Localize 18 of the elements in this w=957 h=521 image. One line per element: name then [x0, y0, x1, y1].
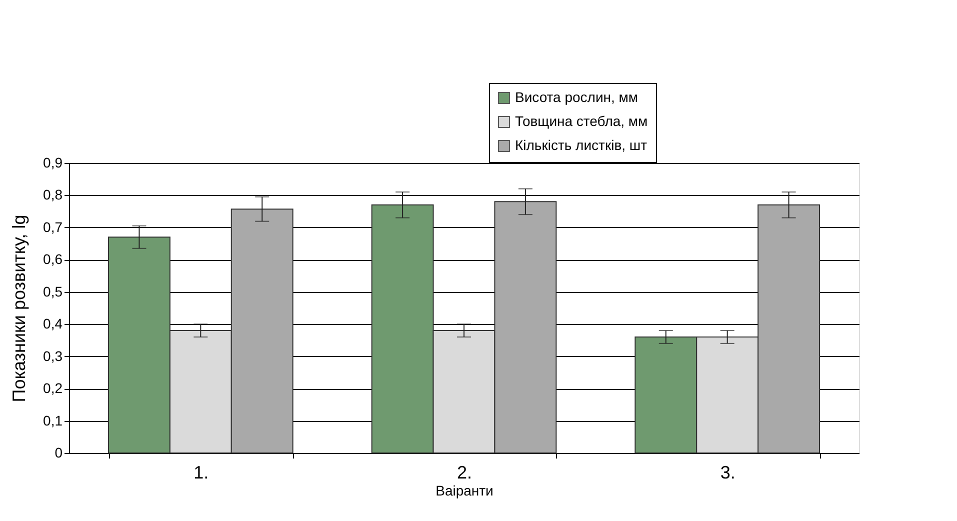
legend-label: Товщина стебла, мм — [515, 113, 648, 129]
y-tick-label: 0,6 — [43, 251, 63, 268]
legend-label: Кількість листків, шт — [515, 137, 648, 153]
legend-label: Висота рослин, мм — [515, 89, 638, 105]
y-tick-label: 0,7 — [43, 218, 63, 235]
x-tick-label: 3. — [720, 462, 736, 482]
y-tick-label: 0,4 — [43, 316, 63, 332]
y-tick-label: 0,3 — [43, 348, 63, 364]
x-tick-label: 2. — [456, 462, 472, 482]
y-tick-label: 0,1 — [43, 412, 63, 428]
y-tick-label: 0,5 — [43, 283, 63, 300]
y-tick-label: 0,9 — [43, 154, 63, 170]
y-axis-title: Показники розвитку, lg — [9, 214, 30, 402]
y-tick-label: 0 — [54, 444, 63, 460]
x-tick-label: 1. — [194, 462, 209, 482]
x-axis-title: Ваiранти — [436, 482, 494, 498]
y-tick-label: 0,8 — [43, 186, 63, 203]
y-tick-label: 0,2 — [43, 380, 63, 396]
